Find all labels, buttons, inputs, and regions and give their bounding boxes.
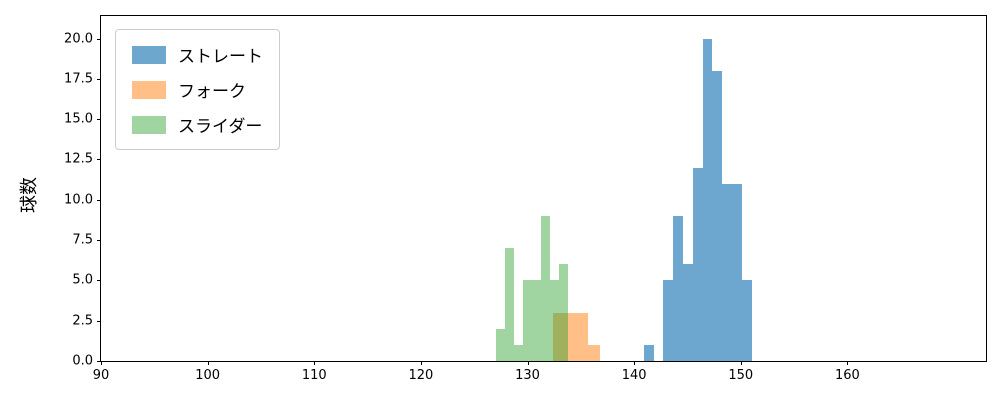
histogram-bar <box>732 183 742 361</box>
histogram-bar <box>564 312 577 361</box>
y-tick-mark <box>97 199 101 201</box>
y-tick-mark <box>97 361 101 362</box>
x-tick-mark <box>420 361 422 365</box>
histogram-bar <box>540 215 550 361</box>
x-tick-mark <box>740 361 742 365</box>
x-tick-label: 100 <box>195 368 221 383</box>
y-tick-mark <box>97 38 101 40</box>
y-tick-mark <box>97 280 101 282</box>
legend-item-fork: フォーク <box>132 77 263 102</box>
x-tick-mark <box>527 361 529 365</box>
histogram-bar <box>495 328 505 361</box>
legend-patch-fork <box>132 80 166 99</box>
histogram-bar <box>741 280 752 361</box>
histogram-bar <box>513 344 523 361</box>
legend-item-slider: スライダー <box>132 112 263 137</box>
y-tick-mark <box>97 320 101 322</box>
histogram-bar <box>558 264 568 361</box>
x-tick-label: 140 <box>621 368 647 383</box>
y-tick-label: 15.0 <box>64 111 93 127</box>
histogram-bar <box>712 70 723 361</box>
histogram-bar <box>588 344 600 361</box>
y-tick-label: 5.0 <box>72 272 93 288</box>
histogram-bar <box>553 312 565 361</box>
y-axis-label: 球数 <box>19 177 40 213</box>
histogram-bar <box>722 183 732 361</box>
histogram-bar <box>504 248 514 361</box>
legend-item-straight: ストレート <box>132 42 263 67</box>
histogram-bar <box>643 344 654 361</box>
x-tick-mark <box>634 361 636 365</box>
x-tick-label: 110 <box>301 368 327 383</box>
y-tick-mark <box>97 119 101 121</box>
legend-patch-slider <box>132 115 166 134</box>
histogram-bar <box>663 280 674 361</box>
y-tick-label: 20.0 <box>64 31 93 47</box>
plot-area: ストレート フォーク スライダー 90 100 110 120 130 140 150 160… <box>64 15 987 383</box>
y-tick-label: 2.5 <box>72 313 93 329</box>
legend-patch-straight <box>132 45 166 64</box>
histogram-bar <box>692 167 703 361</box>
y-tick-mark <box>97 240 101 242</box>
y-tick-label: 7.5 <box>72 232 93 248</box>
y-tick-label: 0.0 <box>72 353 93 369</box>
histogram-bar <box>576 312 589 361</box>
x-tick-mark <box>101 361 102 365</box>
histogram-bar <box>549 280 559 361</box>
x-tick-label: 130 <box>515 368 540 383</box>
x-tick-label: 150 <box>728 368 754 383</box>
legend-label-straight: ストレート <box>178 47 263 67</box>
y-tick-label: 12.5 <box>64 151 93 167</box>
y-tick-label: 17.5 <box>64 71 93 87</box>
x-tick-mark <box>314 361 316 365</box>
histogram-bar <box>682 264 693 361</box>
legend: ストレート フォーク スライダー <box>115 29 280 150</box>
legend-label-fork: フォーク <box>178 82 246 102</box>
histogram-bar <box>673 215 683 361</box>
histogram-bar <box>531 280 541 361</box>
x-tick-label: 90 <box>92 368 110 383</box>
x-tick-mark <box>207 361 209 365</box>
x-tick-label: 160 <box>834 368 860 383</box>
x-tick-label: 120 <box>408 368 434 383</box>
x-tick-mark <box>847 361 849 365</box>
y-tick-mark <box>97 159 101 161</box>
y-tick-label: 10.0 <box>64 192 93 208</box>
y-tick-mark <box>97 78 101 80</box>
histogram-bar <box>702 38 713 361</box>
histogram-bar <box>522 280 532 361</box>
legend-label-slider: スライダー <box>178 117 263 137</box>
